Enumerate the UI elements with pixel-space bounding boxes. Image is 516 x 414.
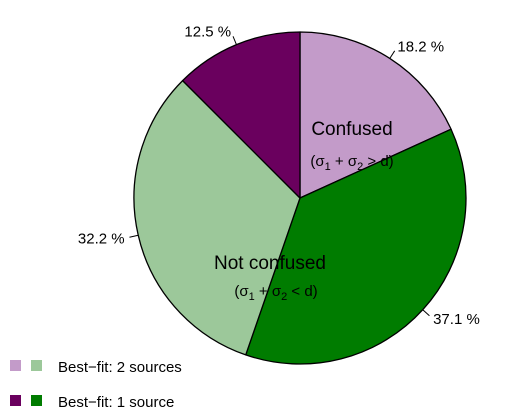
legend-swatch xyxy=(10,395,21,406)
label-leader-line xyxy=(129,234,139,238)
slice-percentage-label: 32.2 % xyxy=(78,230,125,247)
legend-entry-1-source: Best−fit: 1 source xyxy=(10,394,174,411)
annotation-not-confused: Not confused (σ1 + σ2 < d) xyxy=(214,253,326,303)
legend-label: Best−fit: 1 source xyxy=(58,394,174,411)
percentage-labels: 18.2 % 37.1 % 32.2 % 12.5 % xyxy=(78,24,480,328)
legend: Best−fit: 2 sources Best−fit: 1 source xyxy=(10,359,182,411)
pie-slice xyxy=(181,31,301,199)
pie-slices xyxy=(133,31,467,365)
legend-swatch xyxy=(31,395,42,406)
pie-slice xyxy=(245,128,467,365)
legend-swatch xyxy=(10,360,21,371)
slice-percentage-label: 37.1 % xyxy=(433,311,480,328)
annotation-not-confused-title: Not confused xyxy=(214,253,326,274)
label-leader-line xyxy=(389,50,396,59)
annotation-confused: Confused (σ1 + σ2 > d) xyxy=(310,119,393,173)
annotation-not-confused-formula: (σ1 + σ2 < d) xyxy=(234,283,317,303)
slice-percentage-label: 18.2 % xyxy=(397,39,444,56)
annotation-confused-formula: (σ1 + σ2 > d) xyxy=(310,153,393,173)
annotation-confused-title: Confused xyxy=(311,119,392,140)
slice-percentage-label: 12.5 % xyxy=(184,24,231,41)
legend-label: Best−fit: 2 sources xyxy=(58,359,182,376)
label-leader-line xyxy=(422,309,430,317)
label-leader-line xyxy=(232,36,237,45)
legend-entry-2-sources: Best−fit: 2 sources xyxy=(10,359,182,376)
legend-swatch xyxy=(31,360,42,371)
pie-slice xyxy=(299,31,452,199)
